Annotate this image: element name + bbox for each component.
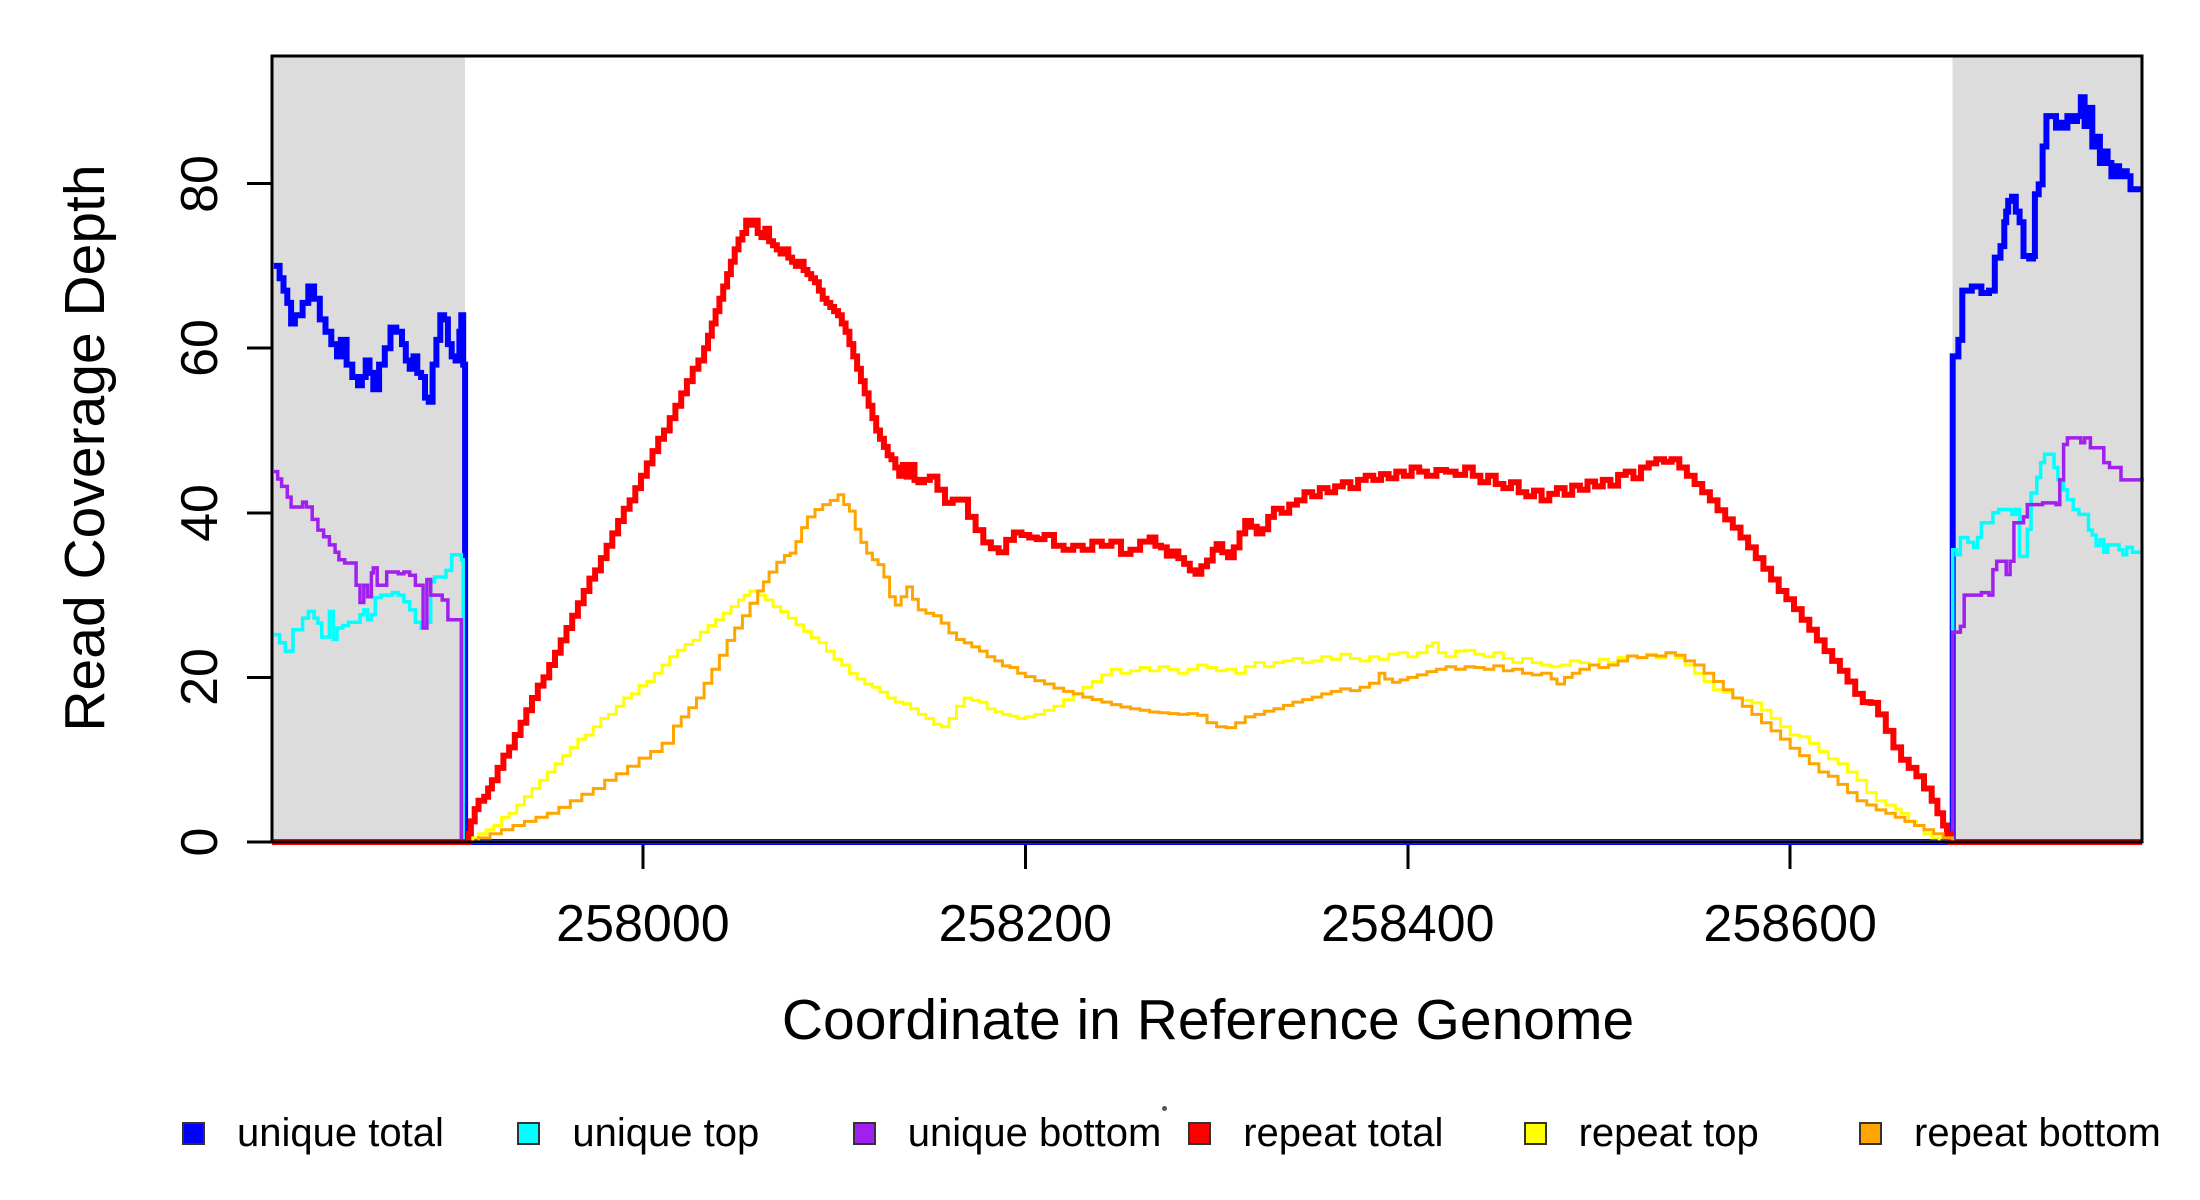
legend-swatch-icon	[517, 1121, 541, 1145]
legend-label: repeat bottom	[1914, 1110, 2161, 1155]
x-tick-label: 258600	[1703, 895, 1877, 953]
legend-swatch-icon	[1188, 1121, 1212, 1145]
shaded-region	[1952, 56, 2142, 842]
legend-swatch-icon	[182, 1121, 205, 1145]
legend-item-repeat-top: repeat top	[1523, 1110, 1759, 1156]
legend-label: repeat total	[1243, 1110, 1444, 1155]
x-tick-label: 258000	[556, 895, 730, 953]
series-unique-bottom	[273, 436, 2144, 844]
stray-dot-artifact	[1162, 1106, 1167, 1111]
legend-item-repeat-bottom: repeat bottom	[1859, 1110, 2161, 1156]
x-axis-title: Coordinate in Reference Genome	[781, 988, 1635, 1052]
y-tick-label: 60	[171, 319, 229, 378]
legend-label: unique total	[237, 1110, 444, 1155]
series-unique-top	[273, 452, 2142, 844]
legend-item-unique-top: unique top	[517, 1110, 759, 1156]
y-tick-label: 0	[171, 827, 229, 857]
legend-item-unique-bottom: unique bottom	[852, 1110, 1162, 1156]
y-axis-title: Read Coverage Depth	[53, 164, 117, 732]
legend-swatch-icon	[1523, 1121, 1547, 1145]
x-tick-label: 258200	[938, 895, 1113, 953]
series-unique-total	[273, 94, 2142, 845]
legend-label: unique top	[572, 1110, 760, 1155]
legend-swatch-icon	[1859, 1121, 1882, 1145]
legend-item-unique-total: unique total	[182, 1110, 444, 1156]
shaded-region	[272, 56, 466, 842]
y-tick-label: 80	[171, 154, 229, 213]
y-tick-label: 40	[171, 483, 229, 542]
x-tick-label: 258400	[1321, 895, 1495, 953]
legend-swatch-icon	[852, 1121, 876, 1145]
legend-label: unique bottom	[907, 1110, 1162, 1155]
y-tick-label: 20	[171, 648, 229, 707]
legend-item-repeat-total: repeat total	[1188, 1110, 1443, 1156]
plot-frame	[270, 54, 2144, 844]
series-repeat-bottom	[272, 493, 2142, 844]
legend-label: repeat top	[1578, 1110, 1759, 1155]
series-repeat-total	[272, 217, 2142, 845]
